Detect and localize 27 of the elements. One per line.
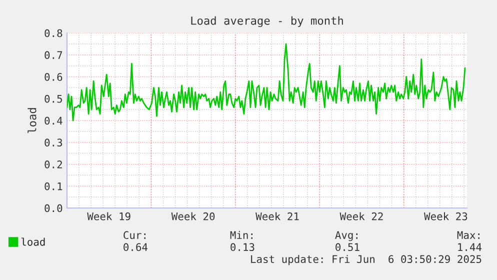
y-tick-label: 0.0: [44, 204, 62, 212]
x-tick-label: Week 21: [256, 212, 299, 220]
x-tick-label: Week 23: [424, 212, 468, 220]
y-tick-label: 0.8: [44, 29, 62, 38]
text: 0.51: [336, 243, 360, 252]
y-tick-label: 0.5: [44, 94, 62, 103]
x-tick-label: Week 20: [171, 212, 215, 220]
text: 0.64: [124, 243, 148, 252]
y-axis-title: load: [28, 108, 36, 134]
text: 1.44: [458, 243, 482, 251]
y-tick-label: 0.7: [44, 51, 62, 60]
text: Avg:: [335, 231, 358, 242]
text: 0.13: [230, 243, 254, 252]
text: Last update: Fri Jun 6 03:50:29 2025: [251, 254, 482, 266]
y-tick-label: 0.2: [44, 160, 62, 168]
text: Max:: [457, 231, 480, 240]
legend-label: load: [21, 238, 45, 246]
y-tick-label: 0.4: [44, 116, 62, 125]
y-tick-label: 0.3: [44, 138, 62, 147]
y-tick-label: 0.6: [44, 73, 62, 81]
text: Min:: [230, 230, 252, 239]
y-tick-label: 0.1: [44, 182, 62, 190]
x-tick-label: Week 22: [340, 212, 383, 220]
x-tick-label: Week 19: [87, 212, 130, 220]
text: Cur:: [124, 231, 146, 240]
line-series: [67, 43, 466, 122]
chart-title: Load average - by month: [191, 16, 343, 28]
